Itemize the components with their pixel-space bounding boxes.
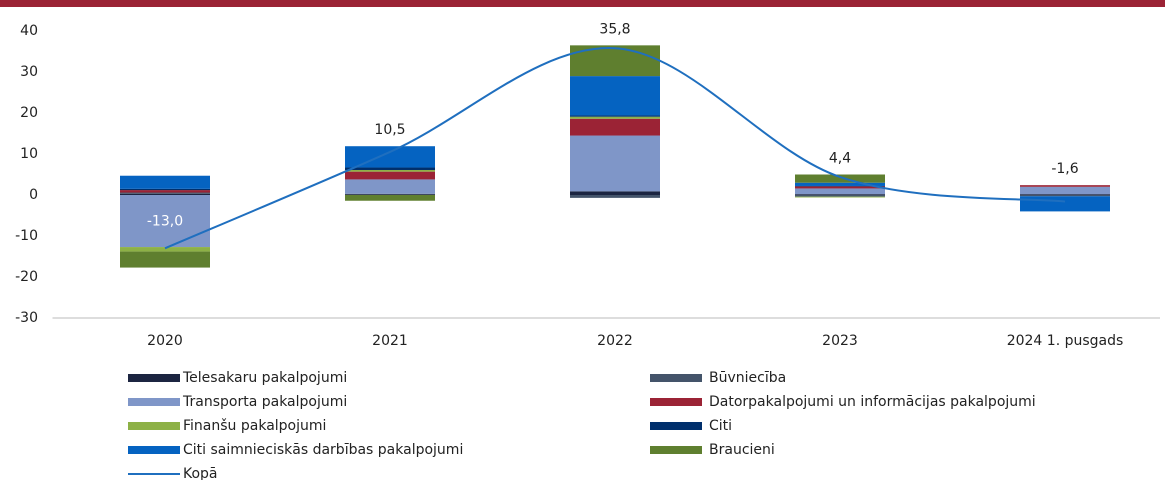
- bar-segment: [345, 169, 435, 172]
- bar-segment: [345, 146, 435, 168]
- x-tick-label: 2020: [147, 333, 183, 349]
- bar-segment: [345, 179, 435, 194]
- bar-segment: [570, 118, 660, 136]
- bar-segment: [795, 195, 885, 197]
- bar-segment: [1020, 185, 1110, 187]
- bar-segment: [795, 196, 885, 198]
- bar-segment: [120, 247, 210, 252]
- legend-label: Būvniecība: [709, 370, 786, 386]
- total-line: [164, 47, 1066, 250]
- bar-segment: [120, 190, 210, 193]
- y-tick-label: 0: [29, 187, 38, 203]
- bar-segment: [795, 188, 885, 195]
- legend-label: Transporta pakalpojumi: [182, 394, 347, 410]
- x-tick-label: 2022: [597, 333, 633, 349]
- y-tick-label: -20: [15, 269, 38, 285]
- bar-segment: [570, 116, 660, 119]
- bar-segment: [120, 251, 210, 268]
- legend-label: Braucieni: [709, 442, 775, 458]
- bar-segment: [570, 191, 660, 195]
- bar-segment: [345, 194, 435, 195]
- data-label: -13,0: [147, 214, 183, 230]
- x-tick-label: 2024 1. pusgads: [1007, 333, 1124, 349]
- data-label: 4,4: [829, 151, 851, 167]
- legend-swatch: [128, 446, 180, 454]
- y-tick-label: 40: [20, 23, 38, 39]
- bar-segment: [570, 135, 660, 192]
- bar-segment: [120, 193, 210, 195]
- legend-swatch: [650, 446, 702, 454]
- bar-segment: [1020, 194, 1110, 195]
- bar-segment: [120, 192, 210, 194]
- y-tick-label: -10: [15, 228, 38, 244]
- legend-swatch: [128, 374, 180, 382]
- legend-label: Finanšu pakalpojumi: [183, 418, 326, 434]
- legend-swatch: [128, 398, 180, 406]
- x-tick-label: 2021: [372, 333, 408, 349]
- legend-label: Kopā: [183, 466, 218, 480]
- data-label: -1,6: [1051, 161, 1078, 177]
- legend-label: Citi: [709, 418, 732, 434]
- bar-segment: [795, 182, 885, 186]
- legend-swatch: [650, 422, 702, 430]
- bar-segment: [120, 188, 210, 191]
- bar-segment: [795, 174, 885, 183]
- bar-segment: [120, 195, 210, 248]
- legend-label: Telesakaru pakalpojumi: [182, 370, 347, 386]
- data-label: 10,5: [374, 122, 405, 138]
- data-label: 35,8: [599, 21, 630, 37]
- y-tick-label: 10: [20, 146, 38, 162]
- top-band: [0, 0, 1165, 7]
- bar-segment: [570, 195, 660, 198]
- legend-swatch: [650, 398, 702, 406]
- legend-label: Datorpakalpojumi un informācijas pakalpo…: [709, 394, 1036, 410]
- legend-label: Citi saimnieciskās darbības pakalpojumi: [183, 442, 463, 458]
- bar-segment: [1020, 196, 1110, 212]
- bar-segment: [795, 194, 885, 195]
- bar-segment: [570, 76, 660, 116]
- bar-segment: [345, 195, 435, 201]
- bar-segment: [345, 171, 435, 180]
- x-tick-label: 2023: [822, 333, 858, 349]
- y-tick-label: -30: [15, 310, 38, 326]
- bar-segment: [120, 175, 210, 189]
- bar-segment: [795, 186, 885, 189]
- legend-swatch: [650, 374, 702, 382]
- bar-segment: [1020, 186, 1110, 195]
- y-tick-label: 20: [20, 105, 38, 121]
- y-tick-label: 30: [20, 64, 38, 80]
- bar-segment: [1020, 195, 1110, 197]
- bar-segment: [570, 115, 660, 117]
- bar-segment: [345, 167, 435, 170]
- legend-swatch: [128, 422, 180, 430]
